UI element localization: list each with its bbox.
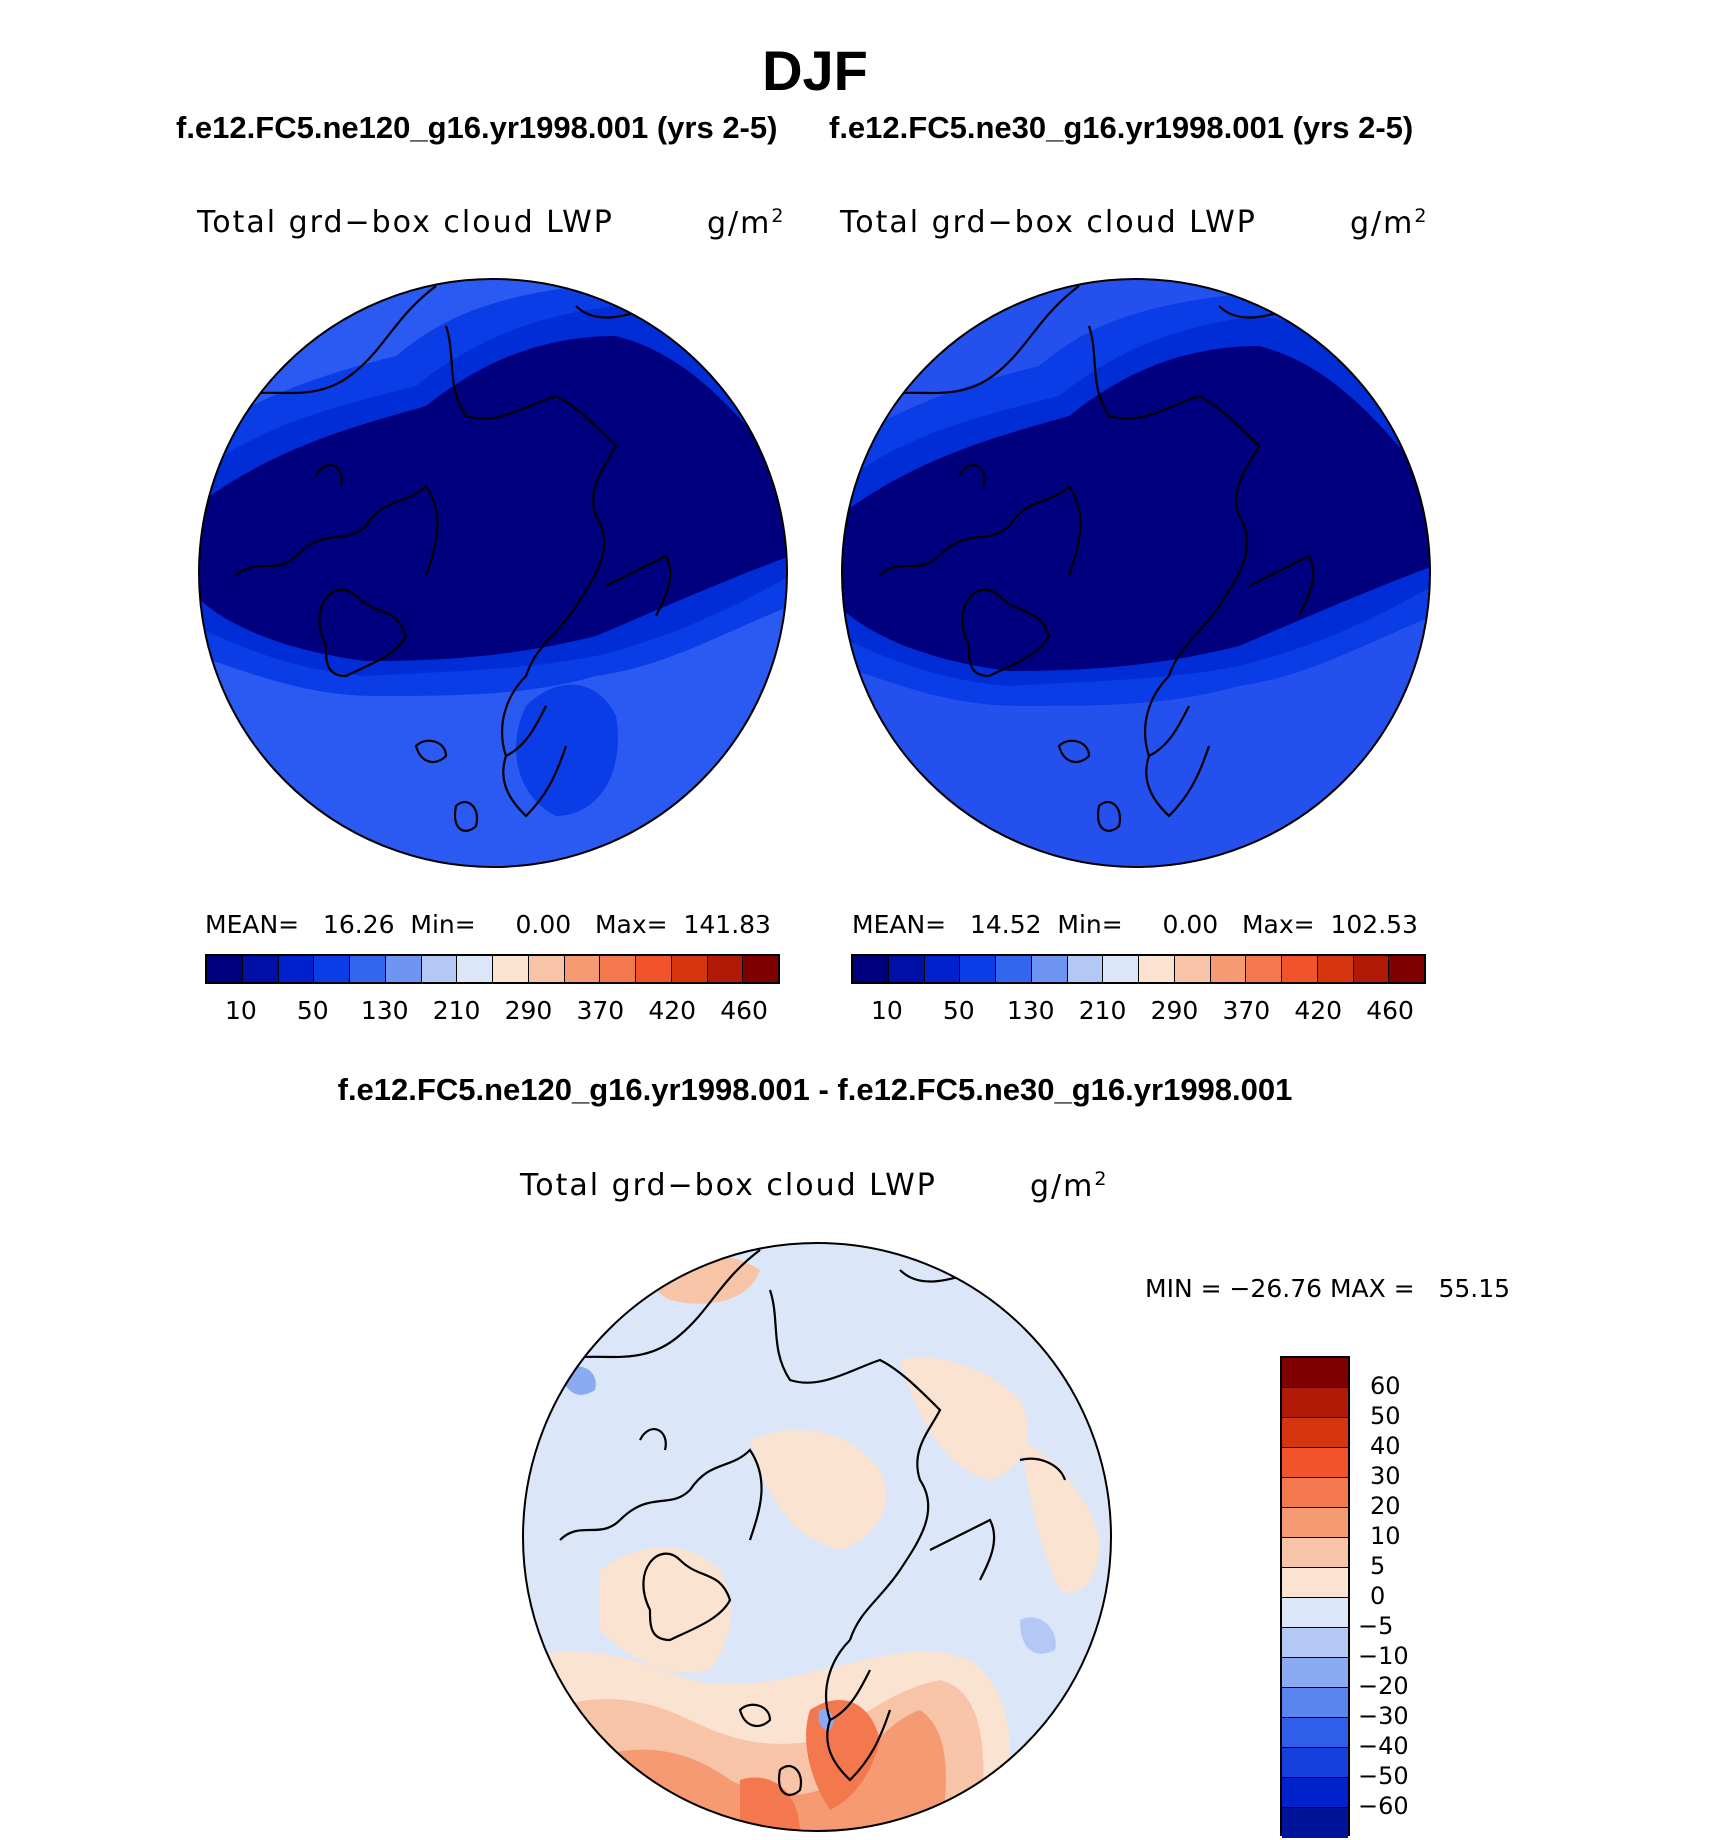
colorbar-swatch [600, 956, 636, 982]
colorbar-swatch [1353, 956, 1390, 982]
colorbar-swatch [1031, 956, 1068, 982]
left-case-title: f.e12.FC5.ne120_g16.yr1998.001 (yrs 2-5) [176, 110, 778, 145]
colorbar-tick-label: 50 [1370, 1402, 1401, 1430]
colorbar-swatch [1282, 956, 1318, 982]
colorbar-tick-label: −50 [1358, 1762, 1409, 1790]
colorbar-swatch [960, 956, 996, 982]
difference-colorbar-labels: 60 50 40 30 20 10 5 0 −5 −10 −20 −30 −40 −50 −60 [1358, 1356, 1442, 1836]
colorbar-swatch [1317, 956, 1354, 982]
colorbar-swatch [385, 956, 422, 982]
colorbar-swatch [1282, 1568, 1348, 1598]
colorbar-tick-label: 50 [296, 996, 329, 1025]
colorbar-swatch [1282, 1448, 1348, 1478]
difference-title: f.e12.FC5.ne120_g16.yr1998.001 - f.e12.F… [337, 1072, 1293, 1107]
colorbar-tick-label: 420 [1294, 996, 1343, 1025]
colorbar-swatch [1282, 1778, 1348, 1808]
colorbar-tick-label: 20 [1370, 1492, 1401, 1520]
colorbar-tick-label: −30 [1358, 1702, 1409, 1730]
colorbar-swatch [207, 956, 243, 982]
colorbar-tick-label: 10 [871, 996, 903, 1025]
colorbar-tick-label: 130 [360, 996, 409, 1025]
difference-polar-map [520, 1240, 1114, 1840]
colorbar-tick-label: 420 [648, 996, 697, 1025]
colorbar-swatch [1282, 1358, 1348, 1388]
colorbar-tick-label: 290 [1150, 996, 1199, 1025]
colorbar-swatch [1067, 956, 1104, 982]
colorbar-swatch [707, 956, 744, 982]
right-variable-label: Total grd−box cloud LWP [840, 205, 1257, 240]
colorbar-tick-label: 370 [576, 996, 625, 1025]
colorbar-swatch [1210, 956, 1247, 982]
colorbar-swatch [421, 956, 458, 982]
left-stats: MEAN= 16.26 Min= 0.00 Max= 141.83 [205, 910, 771, 939]
colorbar-swatch [1282, 1598, 1348, 1628]
colorbar-swatch [853, 956, 889, 982]
colorbar-swatch [1282, 1478, 1348, 1508]
colorbar-swatch [564, 956, 601, 982]
colorbar-tick-label: 0 [1370, 1582, 1386, 1610]
colorbar-tick-label: 460 [1366, 996, 1414, 1025]
colorbar-swatch [888, 956, 925, 982]
left-polar-map [196, 276, 790, 870]
right-polar-map [839, 276, 1433, 870]
colorbar-swatch [1282, 1718, 1348, 1748]
colorbar-tick-label: 10 [225, 996, 257, 1025]
diff-stats: MIN = −26.76 MAX = 55.15 [1145, 1274, 1511, 1303]
colorbar-tick-label: 210 [1078, 996, 1127, 1025]
right-units-label: g/m2 [1350, 205, 1429, 241]
colorbar-swatch [278, 956, 315, 982]
right-case-title: f.e12.FC5.ne30_g16.yr1998.001 (yrs 2-5) [829, 110, 1414, 145]
colorbar-tick-label: 130 [1006, 996, 1055, 1025]
colorbar-swatch [1282, 1538, 1348, 1568]
colorbar-tick-label: −40 [1358, 1732, 1409, 1760]
colorbar-swatch [1174, 956, 1211, 982]
colorbar-tick-label: 290 [504, 996, 553, 1025]
difference-colorbar [1280, 1356, 1350, 1838]
colorbar-tick-label: 60 [1370, 1372, 1401, 1400]
colorbar-tick-label: −60 [1358, 1792, 1409, 1820]
colorbar-swatch [1282, 1748, 1348, 1778]
colorbar-swatch [1282, 1808, 1348, 1838]
colorbar-swatch [1282, 1508, 1348, 1538]
colorbar-swatch [1103, 956, 1139, 982]
left-colorbar: 10 50 130 210 290 370 420 460 [205, 954, 780, 1025]
colorbar-tick-label: 5 [1370, 1552, 1386, 1580]
colorbar-swatch [1389, 956, 1424, 982]
right-colorbar: 10 50 130 210 290 370 420 460 [851, 954, 1426, 1025]
colorbar-swatch [493, 956, 529, 982]
colorbar-swatch [1282, 1418, 1348, 1448]
colorbar-tick-label: 10 [1370, 1522, 1401, 1550]
colorbar-swatch [1282, 1628, 1348, 1658]
diff-units-label: g/m2 [1030, 1168, 1109, 1204]
colorbar-swatch [636, 956, 672, 982]
right-stats: MEAN= 14.52 Min= 0.00 Max= 102.53 [852, 910, 1418, 939]
colorbar-tick-label: −5 [1358, 1612, 1394, 1640]
colorbar-tick-label: −10 [1358, 1642, 1409, 1670]
colorbar-swatch [350, 956, 386, 982]
colorbar-tick-label: −20 [1358, 1672, 1409, 1700]
colorbar-tick-label: 210 [432, 996, 481, 1025]
colorbar-tick-label: 40 [1370, 1432, 1401, 1460]
colorbar-swatch [924, 956, 961, 982]
main-title: DJF [762, 39, 868, 102]
colorbar-tick-label: 50 [942, 996, 975, 1025]
colorbar-swatch [743, 956, 778, 982]
colorbar-swatch [1282, 1388, 1348, 1418]
diff-variable-label: Total grd−box cloud LWP [520, 1168, 937, 1203]
colorbar-swatch [314, 956, 350, 982]
colorbar-swatch [242, 956, 279, 982]
colorbar-swatch [1139, 956, 1175, 982]
colorbar-tick-label: 370 [1222, 996, 1271, 1025]
left-units-label: g/m2 [707, 205, 786, 241]
left-variable-label: Total grd−box cloud LWP [197, 205, 614, 240]
colorbar-swatch [528, 956, 565, 982]
colorbar-tick-label: 30 [1370, 1462, 1401, 1490]
colorbar-swatch [457, 956, 493, 982]
colorbar-swatch [1246, 956, 1282, 982]
colorbar-swatch [996, 956, 1032, 982]
colorbar-tick-label: 460 [720, 996, 768, 1025]
colorbar-swatch [1282, 1688, 1348, 1718]
colorbar-swatch [1282, 1658, 1348, 1688]
colorbar-swatch [671, 956, 708, 982]
